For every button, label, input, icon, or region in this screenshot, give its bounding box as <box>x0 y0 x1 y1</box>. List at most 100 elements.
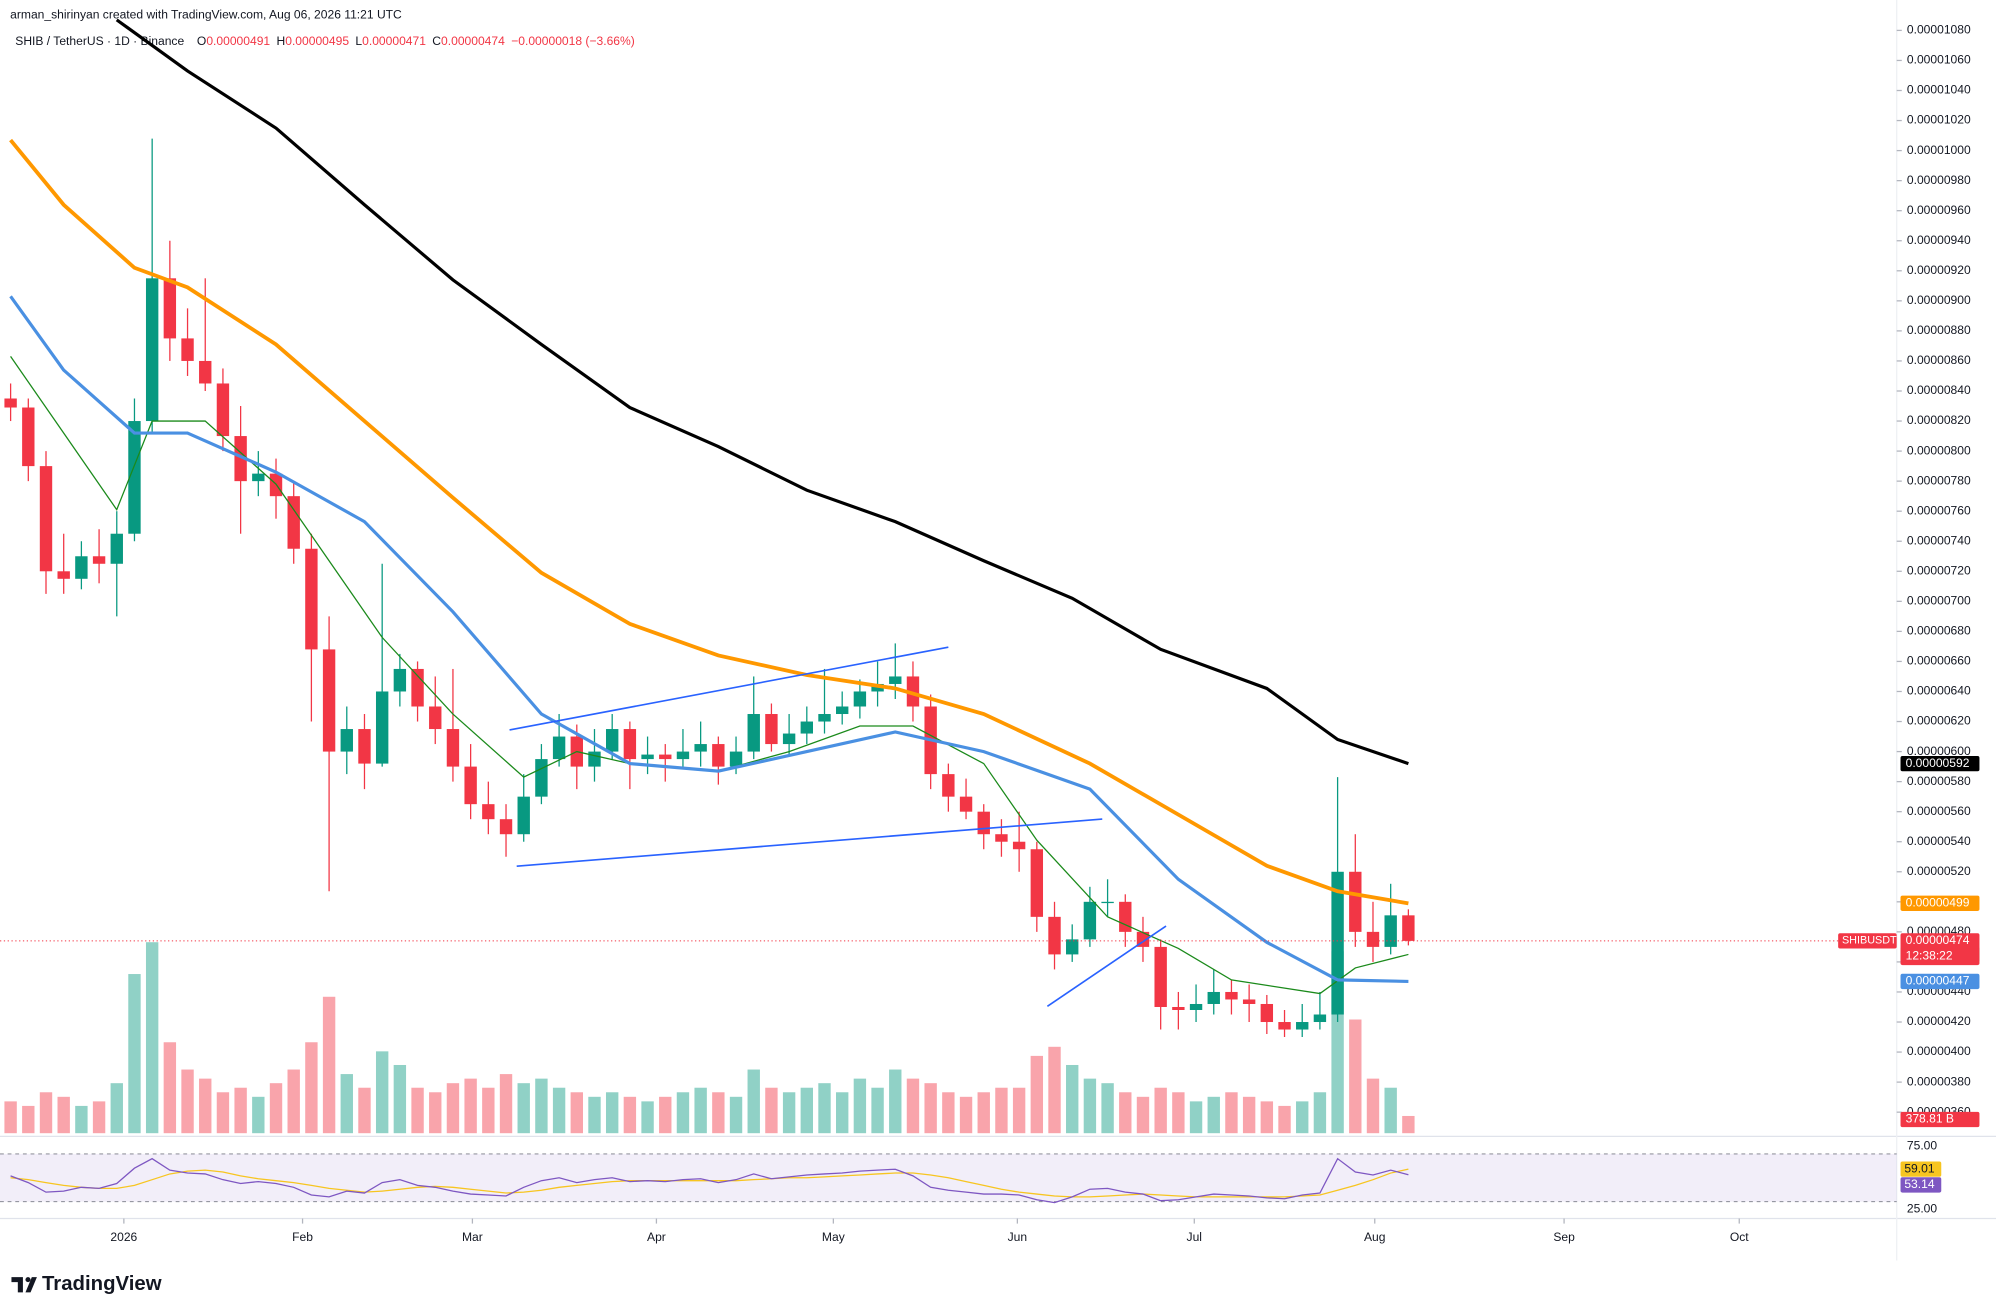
candle-body <box>287 496 300 549</box>
candle-body <box>517 796 530 835</box>
volume-bar <box>924 1083 937 1134</box>
volume-bar <box>1366 1078 1380 1134</box>
price-tag <box>1900 895 1980 911</box>
candle-body <box>818 714 831 722</box>
candle-body <box>1278 1022 1291 1030</box>
candle-body <box>836 706 849 715</box>
volume-bar <box>75 1105 88 1134</box>
candle-body <box>1083 901 1097 940</box>
rsi-tick-label: 25.00 <box>1907 1201 1938 1215</box>
y-tick-label: 0.00000860 <box>1907 353 1971 367</box>
volume-bar <box>393 1064 407 1134</box>
price-tag-label: 378.81 B <box>1906 1112 1954 1126</box>
ohlc-value: 0.00000474 <box>441 34 505 48</box>
y-tick-label: 0.00000880 <box>1907 323 1971 337</box>
candle-body <box>482 804 495 820</box>
volume-bar <box>1260 1101 1274 1134</box>
volume-bar <box>782 1092 796 1134</box>
y-tick-label: 0.00001040 <box>1907 83 1971 97</box>
candle-body <box>145 278 159 422</box>
candle-body <box>1012 841 1026 850</box>
candle-body <box>429 706 442 730</box>
ohlc-value: 0.00000495 <box>285 34 349 48</box>
x-tick-label: Oct <box>1730 1230 1749 1244</box>
volume-bar <box>128 974 141 1134</box>
candle-body <box>782 733 796 745</box>
countdown: 12:38:22 <box>1906 948 1953 962</box>
candle-body <box>959 796 973 812</box>
y-tick-label: 0.00001020 <box>1907 113 1971 127</box>
moving-average <box>9 295 1409 984</box>
volume-bar <box>499 1074 513 1134</box>
candle-body <box>765 714 778 745</box>
volume-bar <box>39 1092 53 1134</box>
volume-bar <box>340 1074 353 1134</box>
logo-text: TradingView <box>42 1273 162 1295</box>
y-tick-label: 0.00000700 <box>1907 594 1971 608</box>
candle-body <box>659 754 672 760</box>
volume-bar <box>853 1078 867 1134</box>
rsi-tick-label: 75.00 <box>1907 1138 1938 1152</box>
volume-bar <box>588 1096 601 1134</box>
y-tick-label: 0.00000720 <box>1907 563 1971 577</box>
candle-body <box>393 668 407 692</box>
change: −0.00000018 (−3.66%) <box>511 34 635 48</box>
volume-bar <box>1012 1087 1026 1134</box>
moving-average <box>115 18 1409 766</box>
price-tag <box>1900 1111 1980 1128</box>
candle-body <box>1349 871 1362 932</box>
volume-bar <box>570 1092 583 1134</box>
volume-bar <box>959 1096 973 1134</box>
candle-body <box>977 811 990 835</box>
volume-bar <box>659 1096 672 1134</box>
rsi-tag <box>1900 1177 1942 1193</box>
candle-body <box>57 571 70 579</box>
candle-body <box>871 683 884 692</box>
candle-body <box>588 751 601 767</box>
volume-bar <box>1189 1101 1203 1134</box>
candle-body <box>234 436 247 482</box>
candle-body <box>446 729 460 767</box>
volume-bar <box>4 1101 17 1134</box>
x-tick-label: Jun <box>1008 1230 1027 1244</box>
y-tick-label: 0.00000940 <box>1907 233 1971 247</box>
volume-bar <box>482 1087 495 1134</box>
y-tick-label: 0.00000920 <box>1907 263 1971 277</box>
rsi-tag-label: 59.01 <box>1904 1161 1935 1175</box>
candle-body <box>1207 991 1220 1004</box>
candle-body <box>605 729 619 752</box>
volume-bar <box>1048 1046 1061 1134</box>
logo-icon <box>11 1277 37 1293</box>
candle-body <box>411 668 424 707</box>
volume-bar <box>729 1096 743 1134</box>
y-tick-label: 0.00001060 <box>1907 53 1971 67</box>
y-tick-label: 0.00000800 <box>1907 443 1971 457</box>
candle-body <box>1313 1014 1327 1023</box>
candle-body <box>75 556 88 579</box>
candle-body <box>1225 991 1238 1000</box>
y-tick-label: 0.00000980 <box>1907 173 1971 187</box>
x-tick-label: 2026 <box>110 1230 137 1244</box>
volume-bar <box>305 1042 318 1134</box>
volume-bar <box>22 1105 35 1134</box>
trendline <box>509 646 949 731</box>
x-tick-label: Feb <box>292 1230 313 1244</box>
volume-bar <box>234 1087 247 1134</box>
y-tick-label: 0.00000580 <box>1907 774 1971 788</box>
volume-bar <box>836 1092 849 1134</box>
volume-bar <box>1207 1096 1220 1134</box>
candle-body <box>199 360 212 384</box>
volume-bar <box>800 1087 814 1134</box>
volume-bar <box>1278 1105 1291 1134</box>
logo-icon <box>25 1277 31 1283</box>
y-tick-label: 0.00000620 <box>1907 714 1971 728</box>
candle-body <box>942 774 955 797</box>
volume-bar <box>199 1078 212 1134</box>
candle-body <box>800 721 814 734</box>
x-tick-label: Aug <box>1364 1230 1385 1244</box>
candle-body <box>322 649 336 752</box>
volume-bar <box>1225 1092 1238 1134</box>
y-tick-label: 0.00000420 <box>1907 1014 1971 1028</box>
candle-body <box>128 421 141 534</box>
volume-bar <box>145 942 159 1134</box>
